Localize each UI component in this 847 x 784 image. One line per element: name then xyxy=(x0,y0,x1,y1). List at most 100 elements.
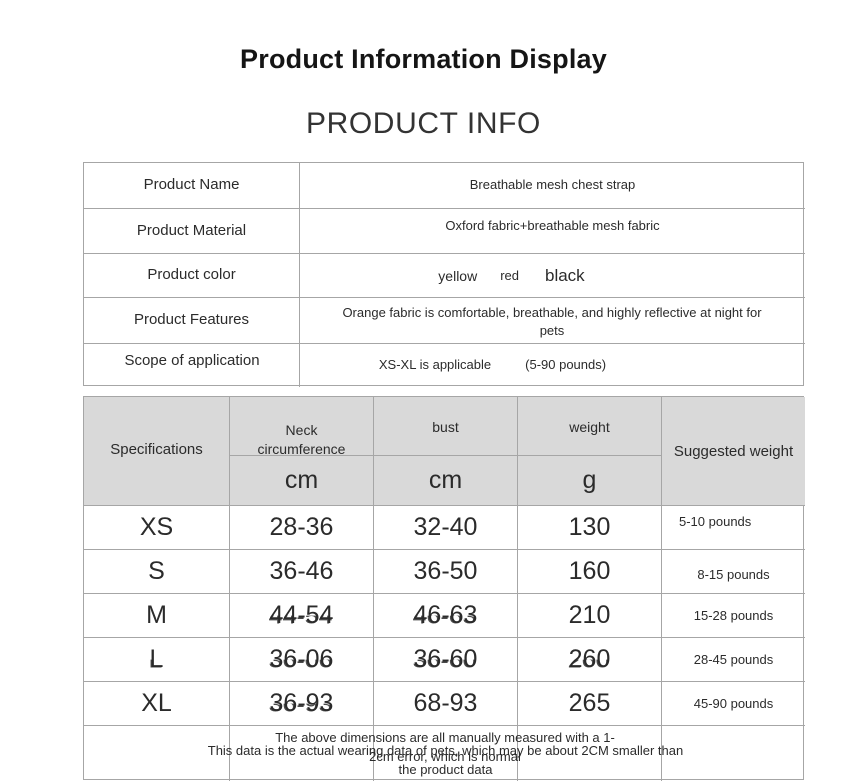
spec-label-text: Product color xyxy=(147,266,236,284)
spec-column-divider xyxy=(299,163,300,387)
size-row-divider xyxy=(84,593,805,594)
spec-value-product-material: Oxford fabric+breathable mesh fabric xyxy=(370,217,735,235)
spec-label-text: Product Features xyxy=(133,311,250,329)
size-header-unit-bust: cm xyxy=(374,456,517,505)
size-cell-suggested-xl: 45-90 pounds xyxy=(662,682,805,725)
spec-label-product-features: Product Features xyxy=(84,298,299,343)
size-cell-text: 36-06 xyxy=(270,645,334,674)
size-cell-suggested-xs: 5-10 pounds xyxy=(679,513,757,531)
size-cell-text: M xyxy=(146,601,167,629)
size-table: Specifications Neck circumference bust w… xyxy=(83,396,805,781)
size-header-text: Neck circumference xyxy=(257,422,346,457)
size-cell-neck-xs: 28-36 xyxy=(230,506,373,549)
size-table-header-fill xyxy=(84,397,805,505)
size-cell-text: 46-63 xyxy=(414,601,478,630)
scope-range-text: XS-XL is applicable xyxy=(378,357,492,373)
size-cell-bust-m: 46-63 xyxy=(374,594,517,637)
spec-value-scope-of-application: XS-XL is applicable (5-90 pounds) xyxy=(300,344,805,387)
size-cell-text: 44-54 xyxy=(270,601,334,630)
size-row-divider xyxy=(84,549,805,550)
size-cell-text: XS xyxy=(139,513,174,541)
spec-value-product-color: yellow red black xyxy=(300,254,805,297)
size-header-split-divider xyxy=(229,455,661,456)
spec-value-text: Oxford fabric+breathable mesh fabric xyxy=(445,218,660,233)
size-header-unit-weight: g xyxy=(518,456,661,505)
page-subtitle: PRODUCT INFO xyxy=(306,107,541,140)
color-swatch-label-yellow: yellow xyxy=(438,267,478,284)
size-column-divider xyxy=(229,397,230,781)
size-cell-text: 28-45 pounds xyxy=(693,651,774,667)
table-row-size-l: L xyxy=(84,638,229,681)
size-cell-text: L xyxy=(150,645,164,674)
size-header-unit-text: cm xyxy=(428,466,463,494)
size-table-footnote-wearing-data: This data is the actual wearing data of … xyxy=(207,742,684,780)
spec-label-scope-of-application: Scope of application xyxy=(108,351,276,371)
size-header-unit-text: cm xyxy=(284,466,319,494)
size-cell-text: S xyxy=(148,557,165,585)
spec-row-divider xyxy=(84,297,805,298)
spec-row-divider xyxy=(84,343,805,344)
footnote-text: This data is the actual wearing data of … xyxy=(207,743,684,777)
size-cell-weight-s: 160 xyxy=(518,550,661,593)
size-cell-suggested-l: 28-45 pounds xyxy=(662,638,805,681)
size-cell-text: 36-50 xyxy=(413,557,478,585)
size-cell-bust-l: 36-60 xyxy=(374,638,517,681)
size-cell-text: 160 xyxy=(568,557,611,585)
spec-row-divider xyxy=(84,253,805,254)
spec-value-text: Orange fabric is comfortable, breathable… xyxy=(342,305,762,338)
size-cell-weight-xl: 265 xyxy=(518,682,661,725)
size-header-neck-circumference: Neck circumference xyxy=(253,421,350,459)
size-header-text: Specifications xyxy=(110,441,203,458)
table-row-size-s: S xyxy=(84,550,229,593)
size-header-bust: bust xyxy=(374,411,517,443)
size-cell-suggested-m: 15-28 pounds xyxy=(662,594,805,637)
size-cell-weight-xs: 130 xyxy=(518,506,661,549)
size-cell-neck-l: 36-06 xyxy=(230,638,373,681)
size-header-unit-text: g xyxy=(582,466,597,494)
page-title: Product Information Display xyxy=(240,44,607,74)
size-row-divider xyxy=(84,725,805,726)
spec-row-divider xyxy=(84,208,805,209)
table-row-size-xl: XL xyxy=(84,682,229,725)
size-cell-text: 45-90 pounds xyxy=(693,695,774,711)
spec-label-text: Product Material xyxy=(136,221,247,239)
size-cell-weight-l: 260 xyxy=(518,638,661,681)
size-cell-neck-xl: 36-93 xyxy=(230,682,373,725)
spec-label-product-name: Product Name xyxy=(84,163,299,208)
spec-label-text: Scope of application xyxy=(124,352,260,369)
spec-label-product-material: Product Material xyxy=(84,209,299,253)
size-header-unit-neck: cm xyxy=(230,456,373,505)
size-row-divider xyxy=(84,505,805,506)
size-column-divider xyxy=(517,397,518,781)
color-swatch-label-red: red xyxy=(500,268,519,283)
size-cell-text: 36-60 xyxy=(414,645,478,674)
table-row-size-m: M xyxy=(84,594,229,637)
size-header-text: weight xyxy=(569,418,610,435)
size-cell-text: 210 xyxy=(568,601,611,629)
size-cell-neck-s: 36-46 xyxy=(230,550,373,593)
color-swatch-label-black: black xyxy=(545,265,585,285)
size-cell-text: 265 xyxy=(568,689,611,717)
spec-value-product-name: Breathable mesh chest strap xyxy=(300,163,805,208)
size-header-text: bust xyxy=(432,418,459,435)
size-cell-text: 36-46 xyxy=(269,557,334,585)
size-header-suggested-weight: Suggested weight xyxy=(662,397,805,505)
size-header-specifications: Specifications xyxy=(104,440,209,460)
spec-value-text: Breathable mesh chest strap xyxy=(469,177,636,193)
table-row-size-xs: XS xyxy=(84,506,229,549)
size-column-divider xyxy=(373,397,374,781)
size-cell-bust-xs: 32-40 xyxy=(374,506,517,549)
size-row-divider xyxy=(84,681,805,682)
spec-label-product-color: Product color xyxy=(84,254,299,297)
scope-weight-text: (5-90 pounds) xyxy=(525,357,607,373)
size-cell-text: 5-10 pounds xyxy=(679,514,752,529)
size-cell-text: 260 xyxy=(569,645,611,674)
size-header-weight: weight xyxy=(518,411,661,443)
size-cell-text: 32-40 xyxy=(413,513,478,541)
size-cell-weight-m: 210 xyxy=(518,594,661,637)
spec-label-text: Product Name xyxy=(143,176,240,194)
size-cell-text: 28-36 xyxy=(269,513,334,541)
size-cell-bust-s: 36-50 xyxy=(374,550,517,593)
size-cell-neck-m: 44-54 xyxy=(230,594,373,637)
size-cell-text: 68-93 xyxy=(413,689,478,717)
